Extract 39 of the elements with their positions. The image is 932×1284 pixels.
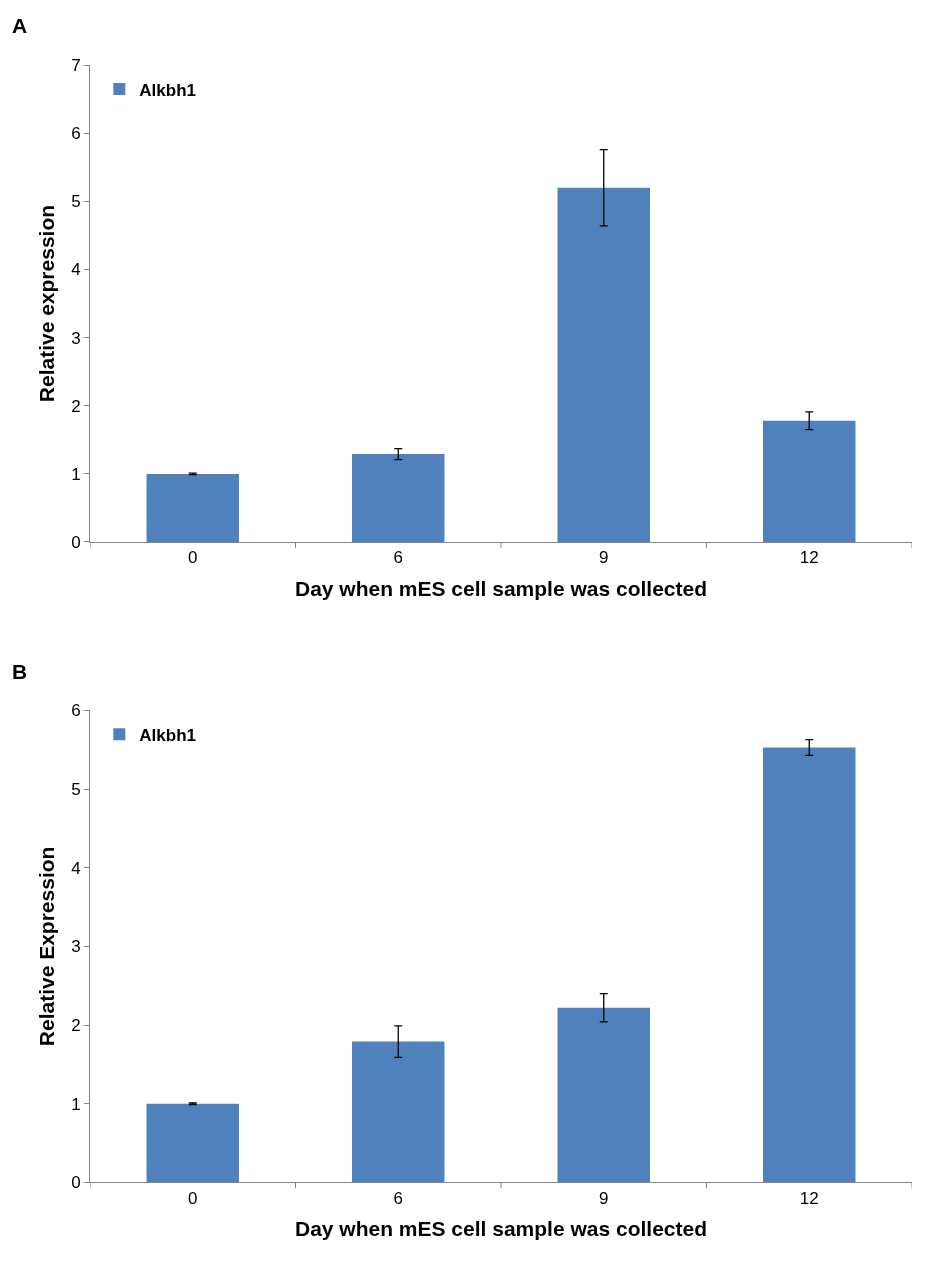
bar [146, 1103, 239, 1183]
x-tick-label: 9 [599, 1188, 609, 1208]
y-tick-label: 6 [71, 701, 81, 721]
bar [557, 187, 650, 542]
text: A [12, 14, 28, 37]
legend-label: Alkbh1 [139, 80, 197, 100]
x-axis-title: Day when mES cell sample was collected [294, 1216, 708, 1240]
x-tick-label: 6 [393, 548, 403, 568]
y-tick-label: 5 [71, 780, 81, 800]
y-tick-label: 5 [71, 192, 81, 212]
y-axis-title: Relative Expression [35, 846, 59, 1047]
bar [557, 1007, 650, 1183]
bar [763, 747, 856, 1183]
x-tick-label: 12 [799, 548, 819, 568]
bar [146, 473, 239, 542]
legend-label: Alkbh1 [139, 725, 197, 745]
bar [352, 1041, 445, 1183]
x-tick-label: 9 [599, 548, 609, 568]
x-tick-label: 0 [188, 548, 198, 568]
y-tick-label: 4 [71, 858, 81, 878]
y-tick-label: 4 [71, 260, 81, 280]
text: B [12, 660, 28, 683]
bar [352, 454, 445, 542]
y-tick-label: 2 [71, 1016, 81, 1036]
y-tick-label: 3 [71, 328, 81, 348]
x-axis-title: Day when mES cell sample was collected [294, 576, 708, 600]
y-tick-label: 7 [71, 56, 81, 76]
y-tick-label: 3 [71, 937, 81, 957]
y-axis-title: Relative expression [35, 204, 59, 403]
y-tick-label: 2 [71, 396, 81, 416]
x-tick-label: 0 [188, 1188, 198, 1208]
bar [763, 420, 856, 542]
y-tick-label: 0 [71, 1173, 81, 1193]
y-tick-label: 1 [71, 1094, 81, 1114]
y-tick-label: 1 [71, 464, 81, 484]
y-tick-label: 6 [71, 124, 81, 144]
x-tick-label: 12 [799, 1188, 819, 1208]
x-tick-label: 6 [393, 1188, 403, 1208]
y-tick-label: 0 [71, 532, 81, 552]
